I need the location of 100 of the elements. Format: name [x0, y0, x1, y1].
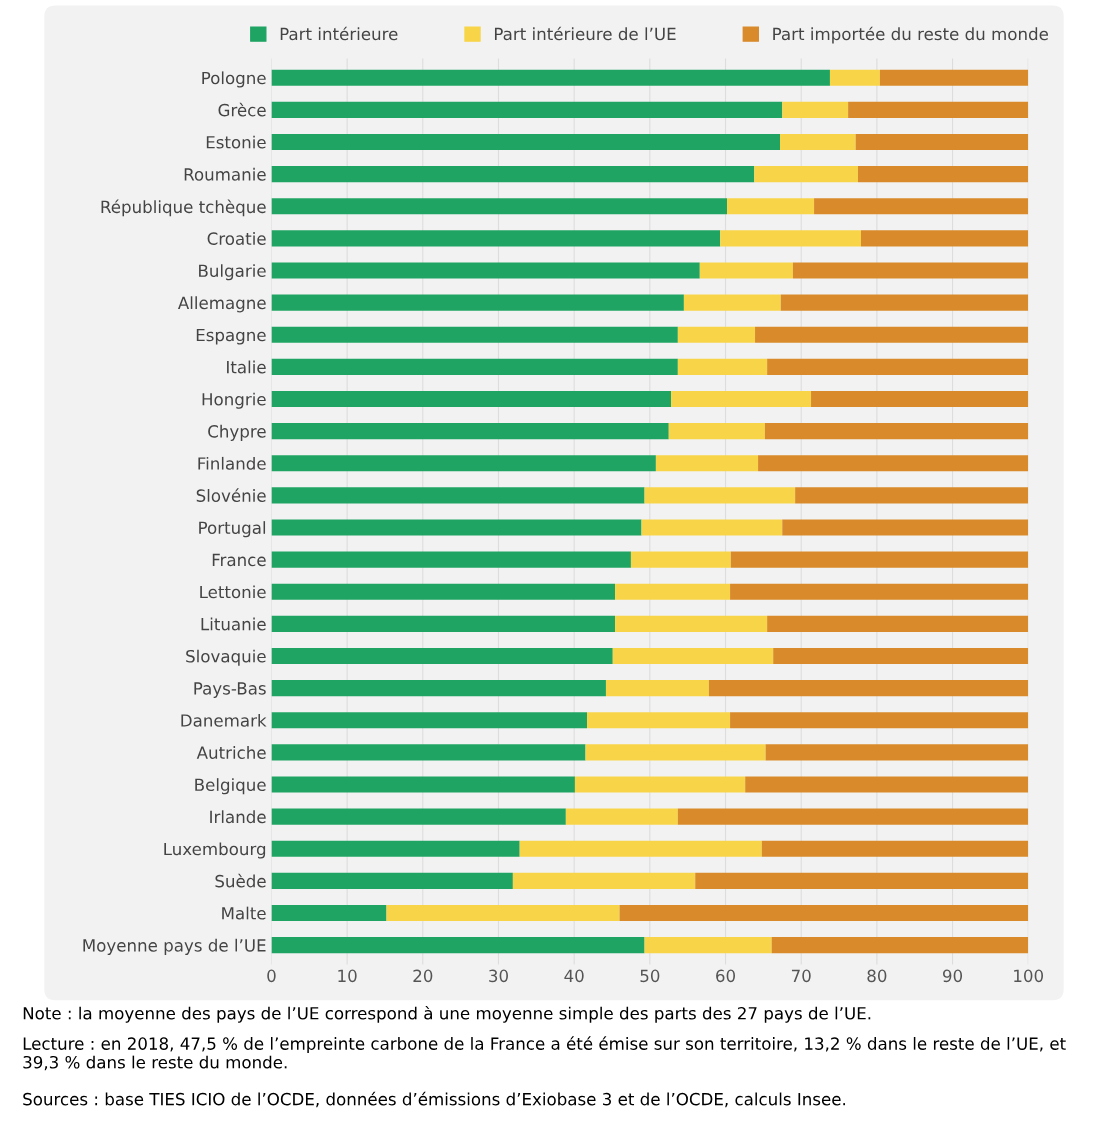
bar [860, 230, 1029, 247]
x-tick-label: 0 [267, 969, 276, 983]
bar [271, 390, 672, 408]
bar [782, 519, 1029, 536]
x-tick-label: 80 [867, 969, 887, 983]
y-tick-label: Italie [227, 360, 266, 374]
bar [271, 519, 642, 536]
bar [879, 69, 1029, 86]
bar [630, 551, 731, 568]
y-tick-label: Grèce [218, 102, 266, 117]
bar [829, 69, 880, 86]
bar [271, 455, 656, 472]
bar [764, 423, 1029, 440]
bar [668, 423, 765, 440]
bar [615, 615, 768, 632]
bar [565, 808, 678, 825]
bar [730, 583, 1029, 600]
y-tick-label: Irlande [210, 810, 266, 824]
bar [271, 615, 616, 632]
y-tick-label: Roumanie [184, 167, 266, 181]
bar [773, 647, 1029, 665]
bar [755, 326, 1029, 343]
bar [386, 904, 620, 922]
bar [730, 712, 1029, 729]
bar [612, 647, 774, 665]
x-tick-label: 40 [564, 969, 584, 983]
bar [708, 680, 1029, 697]
bar [767, 615, 1029, 632]
bar [271, 551, 631, 568]
bar [780, 294, 1029, 311]
y-tick-label: Moyenne pays de l’UE [83, 938, 266, 955]
bar [271, 423, 669, 440]
text: Lecture : en 2018, 47,5 % de l’empreinte carbone de la France a été émise sur son territoire, 13,2 % dans le reste de l’UE, et 39,3 % dans le reste du monde. [23, 1036, 1066, 1071]
x-tick-label: 10 [338, 969, 357, 983]
y-tick-label: Belgique [195, 778, 266, 795]
bar [271, 133, 781, 151]
bar [811, 390, 1029, 408]
bar [271, 101, 783, 118]
bar [619, 904, 1029, 922]
bar [765, 744, 1029, 761]
bar [644, 487, 796, 504]
y-tick-label: Estonie [206, 135, 266, 149]
bar [671, 390, 812, 408]
x-tick-label: 20 [413, 969, 433, 983]
bar [271, 904, 387, 922]
y-tick-label: Portugal [199, 521, 266, 538]
bar [271, 744, 586, 761]
bar [271, 230, 721, 247]
bar [271, 872, 513, 889]
bar [641, 519, 783, 536]
bar [655, 455, 759, 472]
x-tick-label: 100 [1014, 969, 1044, 983]
y-tick-label: Malte [222, 906, 266, 920]
bar [758, 455, 1029, 472]
bar [771, 937, 1029, 954]
bar [271, 326, 678, 343]
bar [644, 937, 772, 954]
bar [855, 133, 1029, 151]
y-tick-label: Pays-Bas [194, 682, 266, 698]
bar [780, 133, 856, 151]
bar [814, 198, 1029, 215]
bar [271, 712, 588, 729]
bar [745, 776, 1029, 793]
bar [848, 101, 1029, 118]
bar [767, 358, 1029, 375]
bar [615, 583, 731, 600]
y-tick-label: Chypre [208, 424, 266, 441]
bar [795, 487, 1029, 504]
y-tick-label: Slovaquie [186, 649, 266, 666]
text: Note : la moyenne des pays de l’UE correspond à une moyenne simple des parts des 27 pays de l’UE. [23, 1005, 871, 1023]
bar [857, 166, 1029, 183]
bar [727, 198, 815, 215]
bar [271, 262, 700, 279]
bar [695, 872, 1029, 889]
bar [699, 262, 793, 279]
bar [605, 680, 709, 697]
x-tick-label: 60 [716, 969, 736, 983]
x-tick-label: 90 [942, 969, 963, 983]
y-tick-label: Allemagne [177, 296, 266, 313]
y-tick-label: Finlande [198, 456, 266, 470]
bar [271, 69, 830, 86]
bar [271, 294, 684, 311]
bar [271, 487, 645, 504]
y-tick-label: Lettonie [200, 585, 266, 599]
bar [271, 680, 606, 697]
bar [271, 583, 616, 600]
bar [792, 262, 1029, 279]
y-tick-label: Croatie [207, 232, 266, 245]
bar [519, 840, 762, 857]
bar [587, 712, 731, 729]
legend-label: Part intérieure de l’UE [494, 26, 676, 41]
y-tick-label: Pologne [202, 71, 266, 88]
y-tick-label: Hongrie [202, 392, 266, 409]
x-tick-label: 70 [791, 969, 811, 983]
y-tick-label: Slovénie [196, 488, 266, 502]
bar [271, 937, 645, 954]
bar [271, 166, 755, 183]
bar [782, 101, 849, 118]
legend-label: Part importée du reste du monde [773, 26, 1048, 44]
y-tick-label: Luxembourg [164, 842, 266, 859]
